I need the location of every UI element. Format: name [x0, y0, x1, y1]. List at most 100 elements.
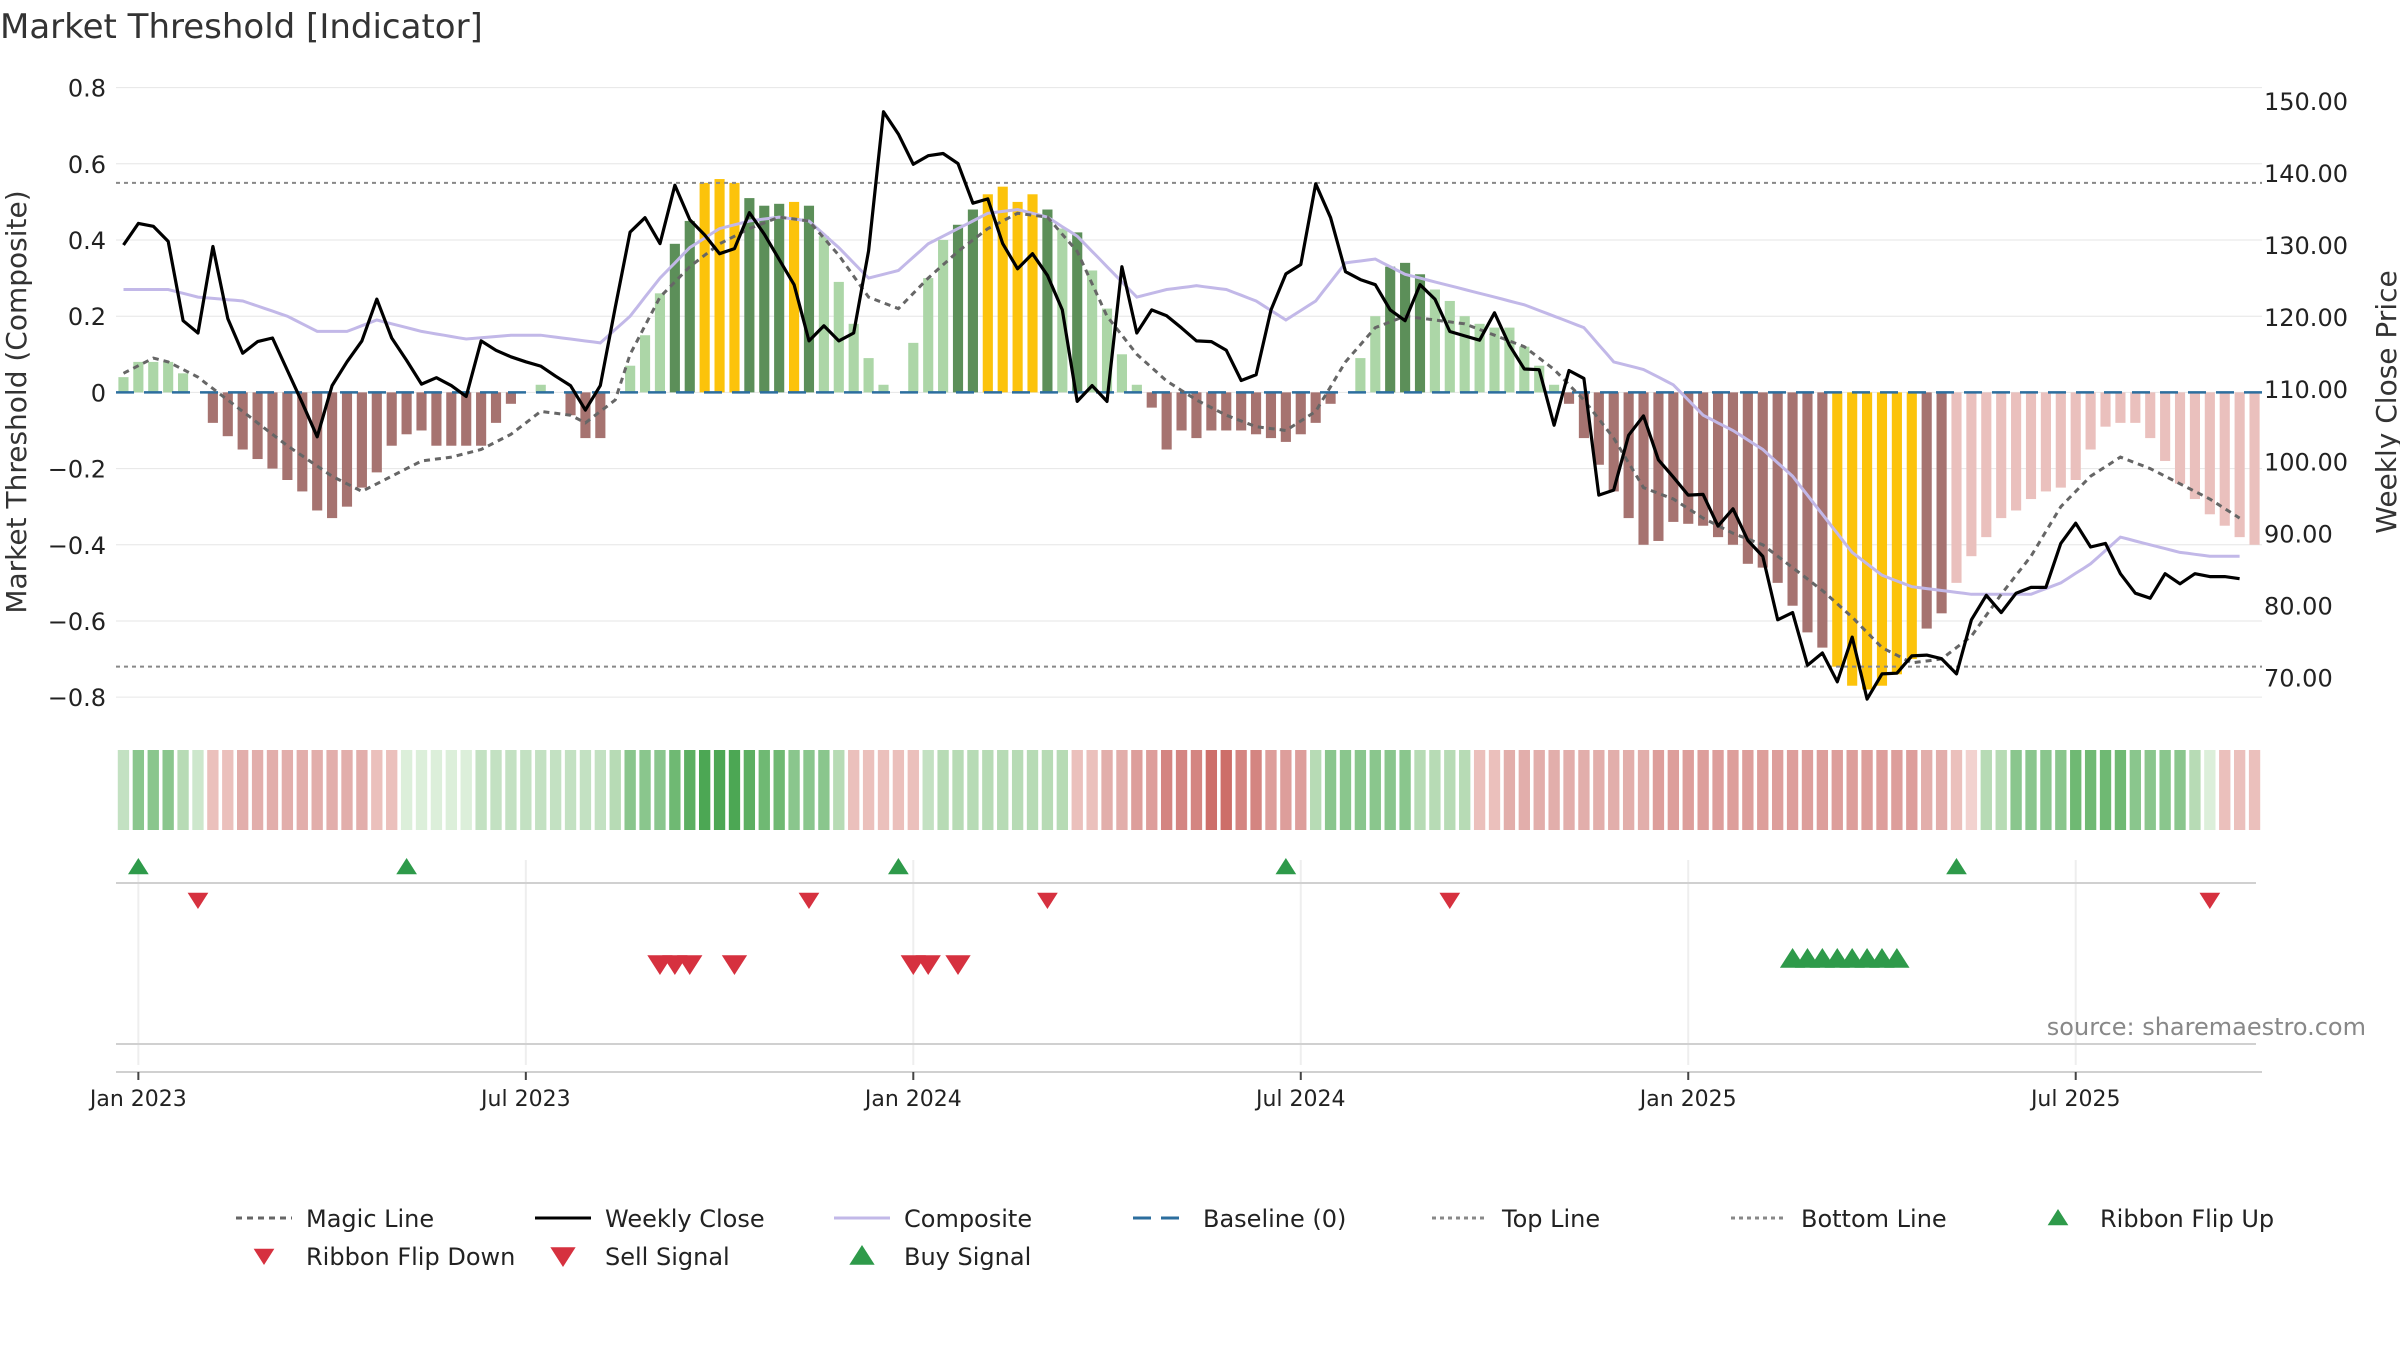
ribbon-cell [2099, 750, 2112, 830]
composite-bar [1355, 358, 1366, 393]
composite-bar [2055, 392, 2066, 488]
composite-bar [1951, 392, 1962, 583]
ribbon-cell [1831, 750, 1843, 830]
ribbon-flip-down-marker [2199, 892, 2221, 909]
composite-bar [1668, 392, 1679, 522]
ribbon-cell [1578, 750, 1590, 830]
ribbon-cell [1205, 750, 1218, 830]
y2-tick-label: 100.00 [2264, 448, 2348, 476]
ribbon-cell [2174, 750, 2186, 830]
ribbon-cell [1116, 750, 1128, 830]
composite-bar [371, 392, 382, 473]
composite-bar [2040, 392, 2051, 492]
composite-bar [1265, 392, 1277, 439]
ribbon-cell [1876, 750, 1888, 830]
composite-bar [207, 392, 218, 423]
ribbon-cell [549, 750, 562, 830]
ribbon-cell [222, 750, 234, 830]
ribbon-flip-down-marker [1037, 892, 1058, 909]
ribbon-cell [833, 750, 845, 830]
ribbon-cell [237, 750, 249, 830]
composite-bar [967, 209, 978, 393]
composite-bar [1712, 392, 1724, 538]
composite-bar [1236, 392, 1247, 431]
composite-bar [923, 278, 934, 393]
composite-bar [401, 392, 412, 435]
series-lines [116, 110, 2262, 701]
legend-label: Ribbon Flip Up [2100, 1205, 2274, 1233]
ribbon-cell [1101, 750, 1113, 830]
composite-bar [2234, 392, 2245, 538]
composite-bar [1161, 392, 1172, 450]
ribbon-cell [1846, 750, 1858, 830]
ribbon-cell [758, 750, 770, 830]
composite-bar [669, 243, 680, 393]
composite-bar [1742, 392, 1753, 564]
composite-bar [118, 377, 129, 393]
ribbon-cell [2204, 750, 2216, 830]
ribbon-cell [1891, 750, 1903, 830]
ribbon-cell [177, 750, 189, 830]
ribbon-cell [117, 750, 130, 830]
composite-bar [1489, 327, 1500, 393]
ribbon-cell [520, 750, 532, 830]
ribbon-strip [117, 750, 2261, 830]
ribbon-cell [1697, 750, 1709, 830]
ribbon-cell [147, 750, 159, 830]
ribbon-cell [2144, 750, 2156, 830]
composite-bar [1981, 392, 1992, 538]
ribbon-flip-down-marker [798, 892, 820, 909]
composite-bar [1176, 392, 1187, 431]
y-tick-label: 0.8 [68, 75, 106, 103]
ribbon-cell [594, 750, 607, 830]
composite-bar [1936, 392, 1947, 614]
ribbon-cell [1563, 750, 1575, 830]
ribbon-cell [2010, 750, 2022, 830]
legend: Magic Line Weekly Close Composite Baseline … [236, 1205, 2274, 1271]
ribbon-cell [2084, 750, 2097, 830]
ribbon-cell [1518, 750, 1530, 830]
composite-bar [789, 201, 800, 393]
composite-bar [2160, 392, 2171, 461]
composite-bar [833, 281, 844, 393]
ribbon-cell [1652, 750, 1665, 830]
composite-bar [2219, 392, 2230, 526]
weekly-close-line [122, 110, 2240, 701]
composite-bar [1817, 392, 1828, 648]
ribbon-cell [1384, 750, 1396, 830]
ribbon-cell [1637, 750, 1650, 830]
sell-signal-marker [945, 955, 971, 975]
composite-bar [714, 179, 725, 393]
composite-bar [1623, 392, 1634, 519]
composite-bar [431, 392, 442, 446]
ribbon-cell [1324, 750, 1337, 830]
ribbon-cell [892, 750, 905, 830]
composite-bar [461, 392, 472, 446]
composite-bar [1146, 392, 1157, 408]
composite-bar [1832, 392, 1843, 667]
ribbon-cell [877, 750, 890, 830]
composite-bar [759, 205, 770, 393]
ribbon-cell [192, 750, 204, 830]
ribbon-cell [1011, 750, 1024, 830]
ribbon-cell [1160, 750, 1173, 830]
composite-bar [1429, 289, 1440, 393]
composite-bar [1534, 365, 1545, 393]
composite-bar [505, 392, 516, 404]
ribbon-cell [1921, 750, 1933, 830]
composite-bars [118, 179, 2260, 690]
sell-signal-marker [677, 955, 703, 975]
ribbon-cell [1429, 750, 1441, 830]
composite-bar [476, 392, 487, 446]
ribbon-cell [1935, 750, 1948, 830]
composite-bar [982, 194, 993, 393]
composite-bar [1131, 384, 1142, 393]
composite-bar [684, 220, 695, 393]
y-tick-label: −0.6 [48, 608, 106, 636]
composite-bar [1802, 392, 1813, 633]
composite-bar [1593, 392, 1604, 465]
composite-bar [1474, 323, 1485, 393]
composite-bar [2204, 392, 2215, 515]
composite-bar [252, 392, 263, 460]
